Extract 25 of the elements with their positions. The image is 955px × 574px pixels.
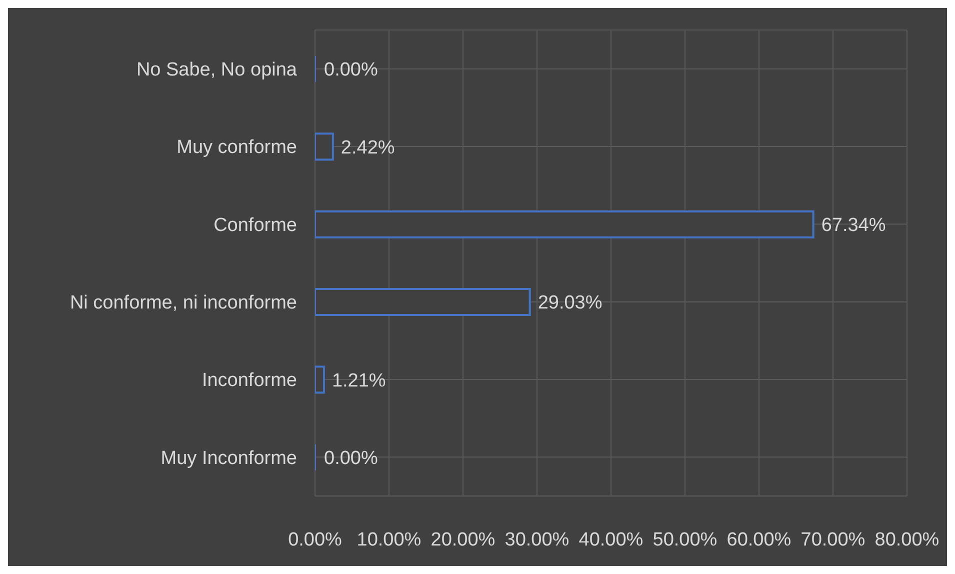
y-tick-label: Conforme [214, 214, 297, 236]
x-tick-label: 10.00% [356, 529, 422, 550]
data-label: 2.42% [340, 137, 395, 158]
x-tick-label: 20.00% [430, 529, 496, 550]
data-label: 0.00% [324, 60, 378, 81]
data-label: 67.34% [821, 214, 886, 236]
bar [315, 132, 334, 161]
bar [315, 210, 814, 238]
x-tick-label: 0.00% [288, 529, 342, 550]
x-tick-label: 40.00% [578, 529, 644, 550]
x-tick-label: 50.00% [652, 529, 718, 550]
x-tick-label: 70.00% [800, 529, 866, 550]
bar [315, 366, 325, 394]
y-tick-label: Muy Inconforme [160, 448, 297, 469]
y-tick-label: Ni conforme, ni inconforme [70, 292, 297, 314]
y-tick-label: Muy conforme [176, 137, 297, 158]
x-tick-label: 80.00% [874, 529, 940, 550]
data-label: 29.03% [538, 292, 602, 314]
data-label: 1.21% [332, 370, 386, 392]
y-tick-label: Inconforme [202, 370, 297, 392]
data-label: 0.00% [324, 448, 378, 469]
bar [315, 288, 531, 316]
x-tick-label: 30.00% [504, 529, 570, 550]
x-tick-label: 60.00% [726, 529, 792, 550]
y-tick-label: No Sabe, No opina [136, 60, 298, 81]
